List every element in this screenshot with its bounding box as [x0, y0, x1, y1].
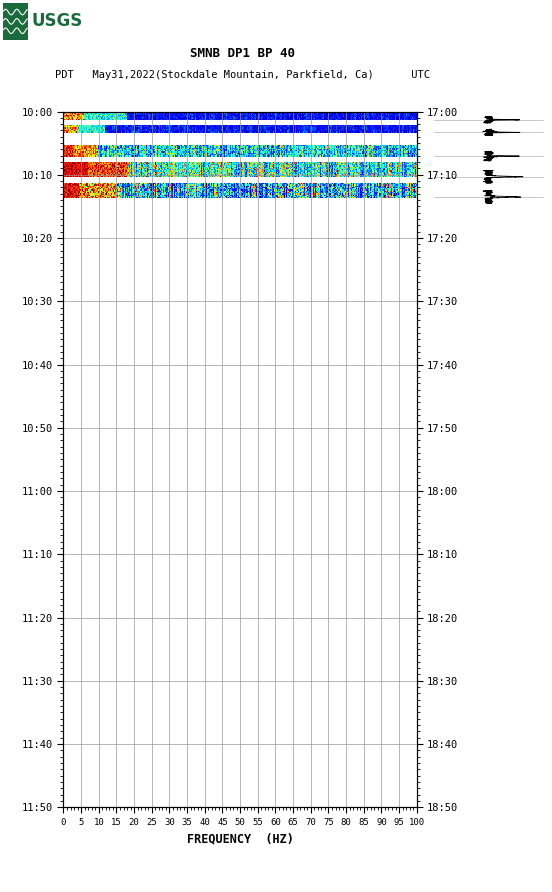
Text: PDT   May31,2022(Stockdale Mountain, Parkfield, Ca)      UTC: PDT May31,2022(Stockdale Mountain, Parkf…	[55, 70, 431, 80]
Bar	[3, 3, 28, 40]
Text: SMNB DP1 BP 40: SMNB DP1 BP 40	[190, 47, 295, 60]
Text: USGS: USGS	[31, 12, 83, 30]
X-axis label: FREQUENCY  (HZ): FREQUENCY (HZ)	[187, 832, 294, 846]
